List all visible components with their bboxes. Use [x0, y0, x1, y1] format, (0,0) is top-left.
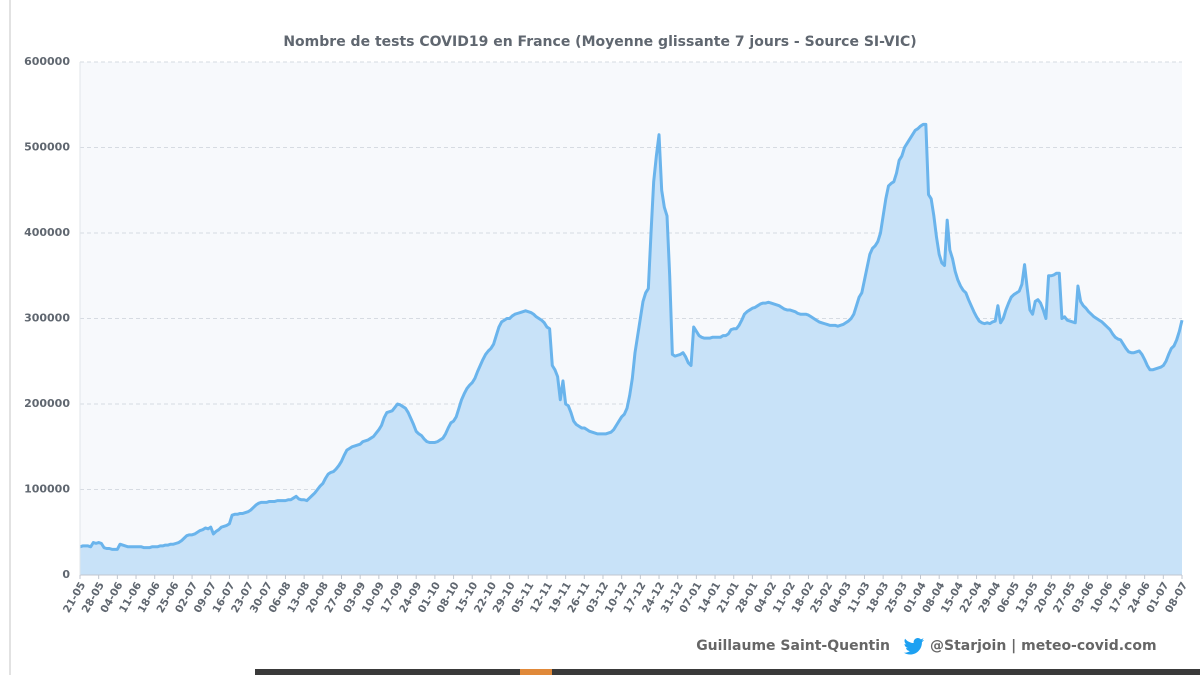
y-tick-label: 0	[62, 568, 70, 581]
area-fill	[80, 124, 1182, 576]
chart-title: Nombre de tests COVID19 en France (Moyen…	[283, 34, 916, 50]
y-tick-label: 300000	[24, 312, 70, 325]
y-tick-label: 600000	[24, 55, 70, 68]
y-tick-label: 500000	[24, 141, 70, 154]
bottom-strip	[255, 669, 1200, 675]
plot-area	[79, 122, 1184, 576]
credit-handle: @Starjoin | meteo-covid.com	[930, 638, 1157, 654]
credit-author: Guillaume Saint-Quentin	[696, 638, 890, 654]
y-tick-label: 400000	[24, 226, 70, 239]
line	[79, 122, 1184, 551]
twitter-icon	[903, 637, 925, 655]
bottom-strip-accent	[520, 669, 552, 675]
y-tick-label: 200000	[24, 397, 70, 410]
y-tick-label: 100000	[24, 483, 70, 496]
